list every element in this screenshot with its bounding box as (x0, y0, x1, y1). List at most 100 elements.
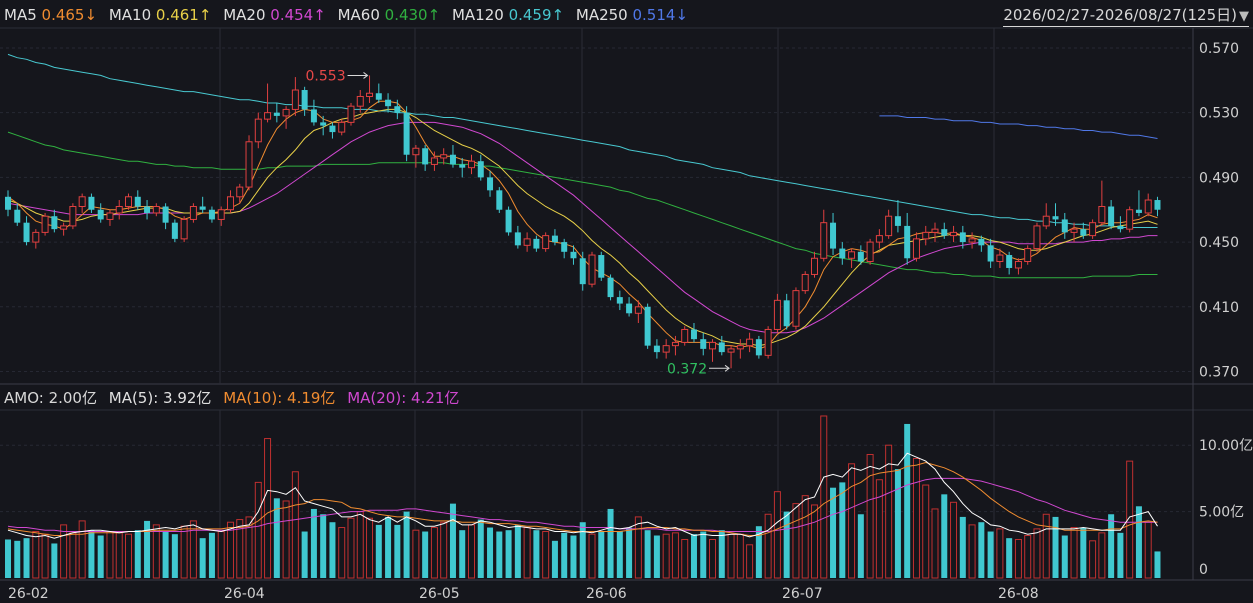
volume-bar (51, 543, 58, 578)
volume-bar (477, 519, 484, 578)
volume-bar (366, 517, 374, 579)
candle-body (616, 297, 623, 304)
volume-bar (347, 517, 355, 579)
ma60-legend[interactable]: MA60 0.430↑ (337, 6, 441, 24)
candle-body (830, 222, 837, 249)
candle-body (208, 209, 215, 220)
candle-body (32, 231, 40, 243)
candle-body (273, 112, 280, 116)
volume-bar (1024, 535, 1032, 579)
candle-body (422, 148, 429, 165)
candle-body (644, 306, 651, 346)
volume-bar (764, 513, 772, 579)
candle-body (291, 89, 299, 110)
amo-ma10-value: MA(10): 4.19亿 (223, 389, 336, 407)
volume-bar (810, 504, 818, 579)
candle-body (848, 251, 856, 259)
volume-bar (1080, 527, 1087, 578)
candle-body (839, 248, 846, 259)
candle-body (1126, 209, 1134, 230)
price-tick-label: 0.570 (1199, 41, 1239, 57)
candle-body (385, 99, 392, 107)
volume-bar (1070, 527, 1078, 579)
candle-body (968, 238, 976, 243)
candle-body (570, 251, 577, 259)
volume-bar (1108, 514, 1115, 578)
candle-body (310, 109, 317, 123)
volume-bar (830, 487, 837, 578)
candle-body (23, 222, 30, 243)
volume-bar (217, 531, 225, 579)
candle-body (950, 231, 958, 237)
ma60-line (7, 131, 1158, 279)
candle-body (598, 255, 605, 278)
candle-body (1006, 255, 1013, 268)
ma120-line (7, 53, 1158, 228)
ma5-legend[interactable]: MA5 0.465↓ (4, 6, 98, 24)
candle-body (180, 218, 188, 240)
volume-bar (97, 535, 104, 578)
date-tick-label: 26-05 (419, 586, 460, 602)
ma10-legend[interactable]: MA10 0.461↑ (108, 6, 212, 24)
candle-body (125, 196, 133, 207)
volume-bar (78, 520, 86, 579)
volume-bar (1089, 540, 1097, 579)
volume-bar (264, 438, 272, 579)
volume-bar (588, 533, 596, 579)
volume-tick-label: 0 (1199, 562, 1208, 578)
volume-bar (430, 527, 438, 579)
candle-body (561, 242, 568, 252)
volume-bar (783, 511, 790, 578)
volume-bar (755, 526, 762, 578)
price-tick-label: 0.530 (1199, 106, 1239, 122)
candle-body (440, 154, 448, 159)
candle-body (189, 206, 197, 220)
candle-body (875, 235, 883, 243)
candle-body (551, 235, 558, 243)
candle-body (496, 190, 503, 210)
candle-body (662, 345, 670, 353)
volume-bar (718, 530, 725, 578)
candle-body (487, 177, 494, 191)
volume-bar (1098, 532, 1106, 579)
volume-bar (310, 508, 317, 578)
volume-bar (171, 534, 178, 578)
candle-body (681, 328, 689, 343)
candle-body (366, 92, 374, 97)
ma120-legend[interactable]: MA120 0.459↑ (451, 6, 565, 24)
volume-bar (950, 501, 958, 579)
volume-bar (978, 522, 985, 578)
candle-body (226, 196, 234, 211)
volume-bar (338, 527, 346, 579)
candle-body (394, 106, 401, 113)
ma20-legend[interactable]: MA20 0.454↑ (223, 6, 326, 24)
ma-legend: MA5 0.465↓ MA10 0.461↑ MA20 0.454↑ MA60 … (4, 5, 695, 25)
candle-body (199, 206, 206, 210)
volume-bar (1126, 460, 1134, 579)
date-range-selector[interactable]: 2026/02/27-2026/08/27(125日) ▼ (1003, 6, 1249, 27)
candle-body (115, 206, 123, 214)
volume-bar (1006, 538, 1013, 578)
volume-bar (226, 521, 234, 579)
volume-bar (598, 531, 605, 578)
volume-bar (273, 498, 280, 578)
volume-bar (551, 540, 558, 578)
volume-bar (671, 532, 679, 579)
candle-body (347, 105, 355, 123)
volume-bar (60, 524, 68, 579)
candle-body (922, 231, 930, 240)
candle-body (885, 215, 893, 237)
volume-bar (792, 503, 800, 579)
volume-bar (746, 544, 754, 579)
volume-bar (570, 535, 577, 578)
candle-body (375, 93, 382, 100)
ma250-legend[interactable]: MA250 0.514↓ (575, 6, 689, 24)
candle-body (820, 222, 828, 259)
candle-body (254, 118, 262, 143)
candle-body (746, 338, 754, 347)
volume-bar (1061, 535, 1068, 578)
volume-bar (236, 519, 244, 579)
candle-body (403, 112, 410, 155)
amo-ma20-value: MA(20): 4.21亿 (347, 389, 460, 407)
